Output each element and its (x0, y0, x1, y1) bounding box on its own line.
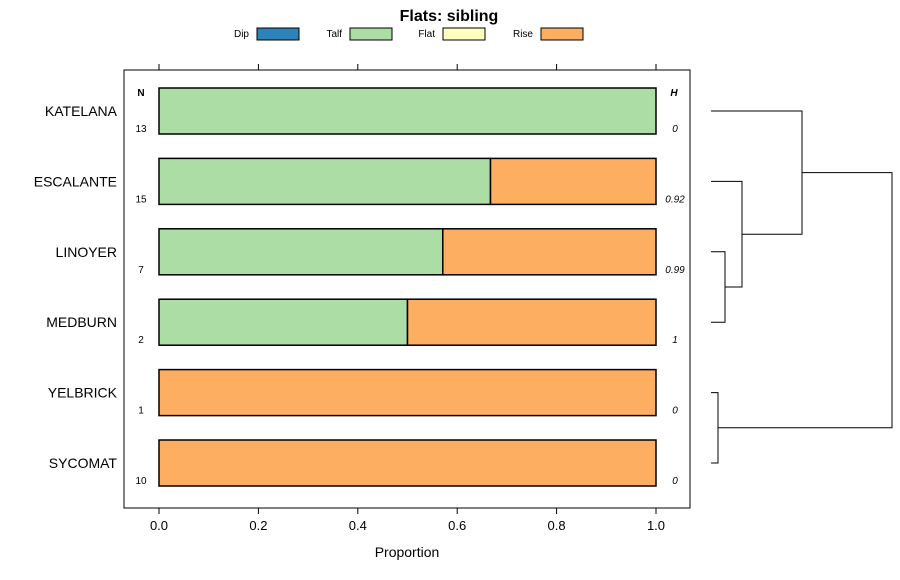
x-tick-label: 0.4 (349, 518, 367, 533)
n-values: 13 15 7 2 1 10 (135, 124, 147, 487)
bar-segment-rise (489, 157, 657, 206)
n-header: N (137, 88, 144, 99)
n-value: 7 (138, 265, 144, 276)
h-value: 0 (672, 124, 678, 135)
category-label: KATELANA (45, 103, 118, 119)
bars (158, 87, 657, 487)
h-value: 0.99 (665, 265, 685, 276)
dendrogram (711, 110, 893, 464)
legend-label: Talf (326, 29, 342, 40)
n-value: 1 (138, 406, 144, 417)
n-value: 2 (138, 335, 144, 346)
x-tick-label: 0.2 (249, 518, 267, 533)
x-axis-label: Proportion (375, 544, 440, 560)
h-value: 1 (672, 335, 678, 346)
x-tick-label: 0.6 (448, 518, 466, 533)
x-tick-label: 0.8 (548, 518, 566, 533)
bar-segment-talf (158, 87, 657, 135)
x-tick-label: 0.0 (150, 518, 168, 533)
bar-segment-rise (406, 298, 657, 346)
category-label: LINOYER (56, 244, 117, 260)
bar-segment-rise (158, 439, 657, 487)
plot-frame (123, 69, 691, 509)
h-value: 0 (672, 476, 678, 487)
category-label: YELBRICK (48, 385, 118, 401)
h-values: 0 0.92 0.99 1 0 0 (665, 124, 685, 487)
bar-segment-talf (158, 298, 409, 346)
legend-label: Flat (418, 29, 435, 40)
n-value: 15 (135, 194, 147, 205)
h-header: H (670, 88, 678, 99)
legend: Dip Talf Flat Rise (234, 27, 584, 41)
dendrogram-branch (718, 172, 893, 429)
legend-swatch (540, 27, 584, 41)
bar-segment-talf (158, 157, 492, 206)
chart-title: Flats: sibling (400, 8, 499, 25)
legend-swatch (442, 27, 486, 41)
legend-swatch (349, 27, 393, 41)
dendrogram-branch (711, 110, 803, 235)
category-labels: KATELANA ESCALANTE LINOYER MEDBURN YELBRICK S… (34, 103, 118, 471)
legend-label: Rise (513, 29, 533, 40)
bar-segment-rise (442, 228, 657, 276)
h-value: 0.92 (665, 194, 685, 205)
h-value: 0 (672, 406, 678, 417)
x-tick-label: 1.0 (647, 518, 665, 533)
legend-swatch (256, 27, 300, 41)
category-label: ESCALANTE (34, 173, 117, 189)
axes: 0.0 0.2 0.4 0.6 0.8 1.0 (150, 64, 665, 533)
bar-segment-talf (158, 228, 444, 276)
n-value: 10 (135, 476, 147, 487)
n-value: 13 (135, 124, 147, 135)
dendrogram-branch (711, 251, 726, 323)
dendrogram-branch (711, 180, 743, 288)
bar-segment-rise (158, 368, 657, 417)
legend-label: Dip (234, 29, 249, 40)
dendrogram-branch (711, 392, 719, 464)
category-label: MEDBURN (46, 314, 117, 330)
category-label: SYCOMAT (49, 455, 118, 471)
